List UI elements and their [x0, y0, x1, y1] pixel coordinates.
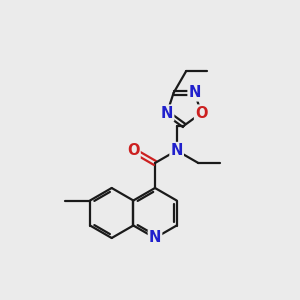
Text: N: N — [161, 106, 173, 121]
Text: N: N — [149, 230, 161, 245]
Text: N: N — [170, 143, 183, 158]
Text: N: N — [188, 85, 201, 100]
Text: O: O — [195, 106, 208, 121]
Text: O: O — [127, 143, 140, 158]
